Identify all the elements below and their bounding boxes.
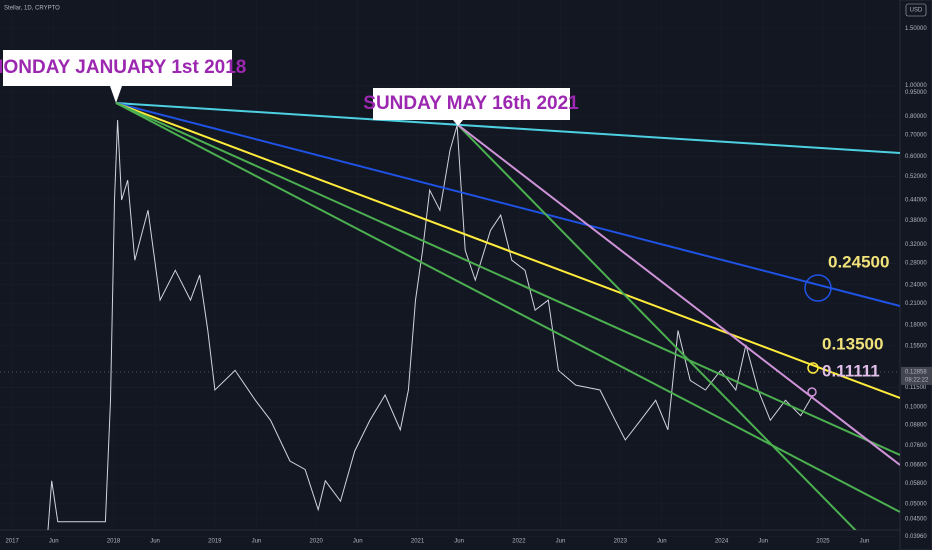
price-line xyxy=(47,119,814,530)
y-tick-label: 0.28000 xyxy=(905,261,927,267)
countdown-label: 08:22:22 xyxy=(905,378,929,384)
y-tick-label: 0.18000 xyxy=(905,322,927,328)
x-tick-label: 2019 xyxy=(208,539,222,545)
y-tick-label: 0.21000 xyxy=(905,301,927,307)
x-tick-label: 2017 xyxy=(5,539,19,545)
y-tick-label: 0.10000 xyxy=(905,405,927,411)
price-series xyxy=(47,119,814,530)
y-tick-label: 0.60000 xyxy=(905,154,927,160)
y-tick-label: 0.44000 xyxy=(905,198,927,204)
x-tick-label: 2023 xyxy=(614,539,628,545)
x-tick-label: Jun xyxy=(49,539,59,545)
level-label: 0.13500 xyxy=(822,334,883,353)
x-tick-label: Jun xyxy=(150,539,160,545)
callout-text: SUNDAY MAY 16th 2021 xyxy=(363,93,579,114)
trend-lines xyxy=(115,102,900,530)
x-tick-label: 2024 xyxy=(715,539,729,545)
y-tick-label: 0.15500 xyxy=(905,343,927,349)
y-tick-label: 0.24000 xyxy=(905,282,927,288)
x-tick-label: Jun xyxy=(860,539,870,545)
x-tick-label: Jun xyxy=(454,539,464,545)
callout-box xyxy=(373,88,570,126)
trend-line xyxy=(115,102,900,307)
x-tick-label: Jun xyxy=(657,539,667,545)
y-tick-label: 1.00000 xyxy=(905,83,927,89)
y-tick-label: 0.03960 xyxy=(905,534,927,540)
x-tick-label: Jun xyxy=(252,539,262,545)
y-tick-label: 1.50000 xyxy=(905,26,927,32)
trend-line xyxy=(115,102,900,513)
trend-line xyxy=(115,102,900,399)
price-tag-label: 0.12858 xyxy=(905,370,927,376)
level-label: 0.11111 xyxy=(822,361,880,380)
level-circle xyxy=(804,274,832,302)
symbol-label: Stellar, 1D, CRYPTO xyxy=(4,6,60,12)
trend-line xyxy=(457,124,900,466)
y-tick-label: 0.05000 xyxy=(905,502,927,508)
y-tick-label: 0.70000 xyxy=(905,133,927,139)
x-tick-label: Jun xyxy=(758,539,768,545)
x-tick-label: 2020 xyxy=(310,539,324,545)
y-tick-label: 0.38000 xyxy=(905,218,927,224)
y-tick-label: 0.52000 xyxy=(905,174,927,180)
grid xyxy=(0,0,900,537)
trend-line xyxy=(457,124,857,530)
currency-label: USD xyxy=(910,8,923,14)
x-tick-label: Jun xyxy=(556,539,566,545)
x-tick-label: 2021 xyxy=(411,539,425,545)
x-tick-label: Jun xyxy=(353,539,363,545)
x-tick-label: 2025 xyxy=(816,539,830,545)
level-label: 0.24500 xyxy=(828,252,889,271)
x-tick-label: 2022 xyxy=(512,539,526,545)
trend-line xyxy=(115,102,900,456)
y-tick-label: 0.07600 xyxy=(905,443,927,449)
price-axis xyxy=(899,0,932,550)
y-tick-label: 0.05800 xyxy=(905,481,927,487)
callout-text: MONDAY JANUARY 1st 2018 xyxy=(0,57,246,78)
level-circle xyxy=(807,362,819,374)
trend-line xyxy=(115,102,900,154)
y-tick-label: 0.32000 xyxy=(905,242,927,248)
y-tick-label: 0.06600 xyxy=(905,463,927,469)
y-tick-label: 0.80000 xyxy=(905,114,927,120)
price-tag xyxy=(901,366,932,385)
y-tick-label: 0.08800 xyxy=(905,423,927,429)
y-tick-label: 0.04500 xyxy=(905,516,927,522)
level-circle xyxy=(807,387,817,397)
y-tick-label: 0.11500 xyxy=(905,385,927,391)
x-tick-label: 2018 xyxy=(107,539,121,545)
currency-box xyxy=(905,3,927,17)
callout-box xyxy=(3,50,232,103)
y-tick-label: 0.95000 xyxy=(905,90,927,96)
